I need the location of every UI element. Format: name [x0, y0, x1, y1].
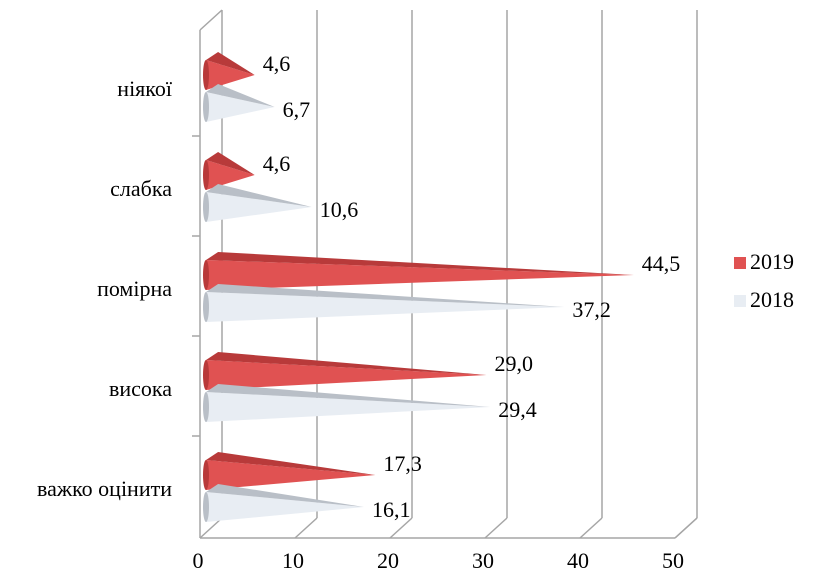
- value-label-2018-важко-оцінити: 16,1: [372, 497, 411, 522]
- left-wall-top-edge: [199, 9, 223, 31]
- x-tick-label-50: 50: [662, 548, 684, 573]
- value-label-2019-ніякої: 4,6: [263, 51, 291, 76]
- bar-2019-висока: [203, 352, 487, 390]
- legend-label-2019: 2019: [750, 249, 794, 274]
- value-label-2019-важко-оцінити: 17,3: [383, 451, 422, 476]
- floor-grid-10: [294, 517, 318, 539]
- bar-2018-ніякої: [203, 84, 275, 122]
- x-tick-label-0: 0: [193, 548, 204, 573]
- x-tick-label-20: 20: [377, 548, 399, 573]
- value-label-2018-помірна: 37,2: [572, 297, 611, 322]
- legend-swatch-2019: [734, 257, 746, 269]
- bar-2018-слабка: [203, 184, 312, 222]
- value-label-2018-висока: 29,4: [498, 397, 537, 422]
- bars-group: [203, 52, 634, 522]
- category-label-помірна: помірна: [97, 276, 172, 301]
- bar-2019-помірна: [203, 252, 634, 290]
- floor-grid-0: [199, 517, 223, 539]
- value-label-2018-ніякої: 6,7: [283, 97, 311, 122]
- bar-2019-важко-оцінити: [203, 452, 376, 490]
- x-tick-label-30: 30: [472, 548, 494, 573]
- legend-swatch-2018: [734, 295, 746, 307]
- value-label-2019-помірна: 44,5: [642, 251, 681, 276]
- floor-grid-50: [674, 517, 698, 539]
- value-label-2019-висока: 29,0: [495, 351, 534, 376]
- x-tick-labels-group: 0 10 20 30 40 50: [193, 548, 685, 573]
- category-label-слабка: слабка: [110, 176, 172, 201]
- floor-grid-30: [484, 517, 508, 539]
- floor-grid-20: [389, 517, 413, 539]
- category-label-ніякої: ніякої: [117, 76, 173, 101]
- legend-label-2018: 2018: [750, 287, 794, 312]
- legend: 2019 2018: [734, 249, 794, 312]
- category-label-висока: висока: [109, 376, 172, 401]
- category-label-важко-оцінити: важко оцінити: [37, 476, 172, 501]
- bar-2019-ніякої: [203, 52, 255, 90]
- category-labels-group: ніякої слабка помірна висока важко оцінити: [37, 76, 173, 501]
- bar-2018-помірна: [203, 284, 565, 322]
- floor-grid-40: [579, 517, 603, 539]
- value-label-2019-слабка: 4,6: [263, 151, 291, 176]
- bar-2018-висока: [203, 384, 491, 422]
- x-tick-label-10: 10: [282, 548, 304, 573]
- x-tick-label-40: 40: [567, 548, 589, 573]
- bar-2019-слабка: [203, 152, 255, 190]
- value-labels-group: 4,6 6,7 4,6 10,6 44,5 37,2 29,0 29,4 17,3 16,1: [263, 51, 681, 522]
- bar-2018-важко-оцінити: [203, 484, 364, 522]
- value-label-2018-слабка: 10,6: [320, 197, 359, 222]
